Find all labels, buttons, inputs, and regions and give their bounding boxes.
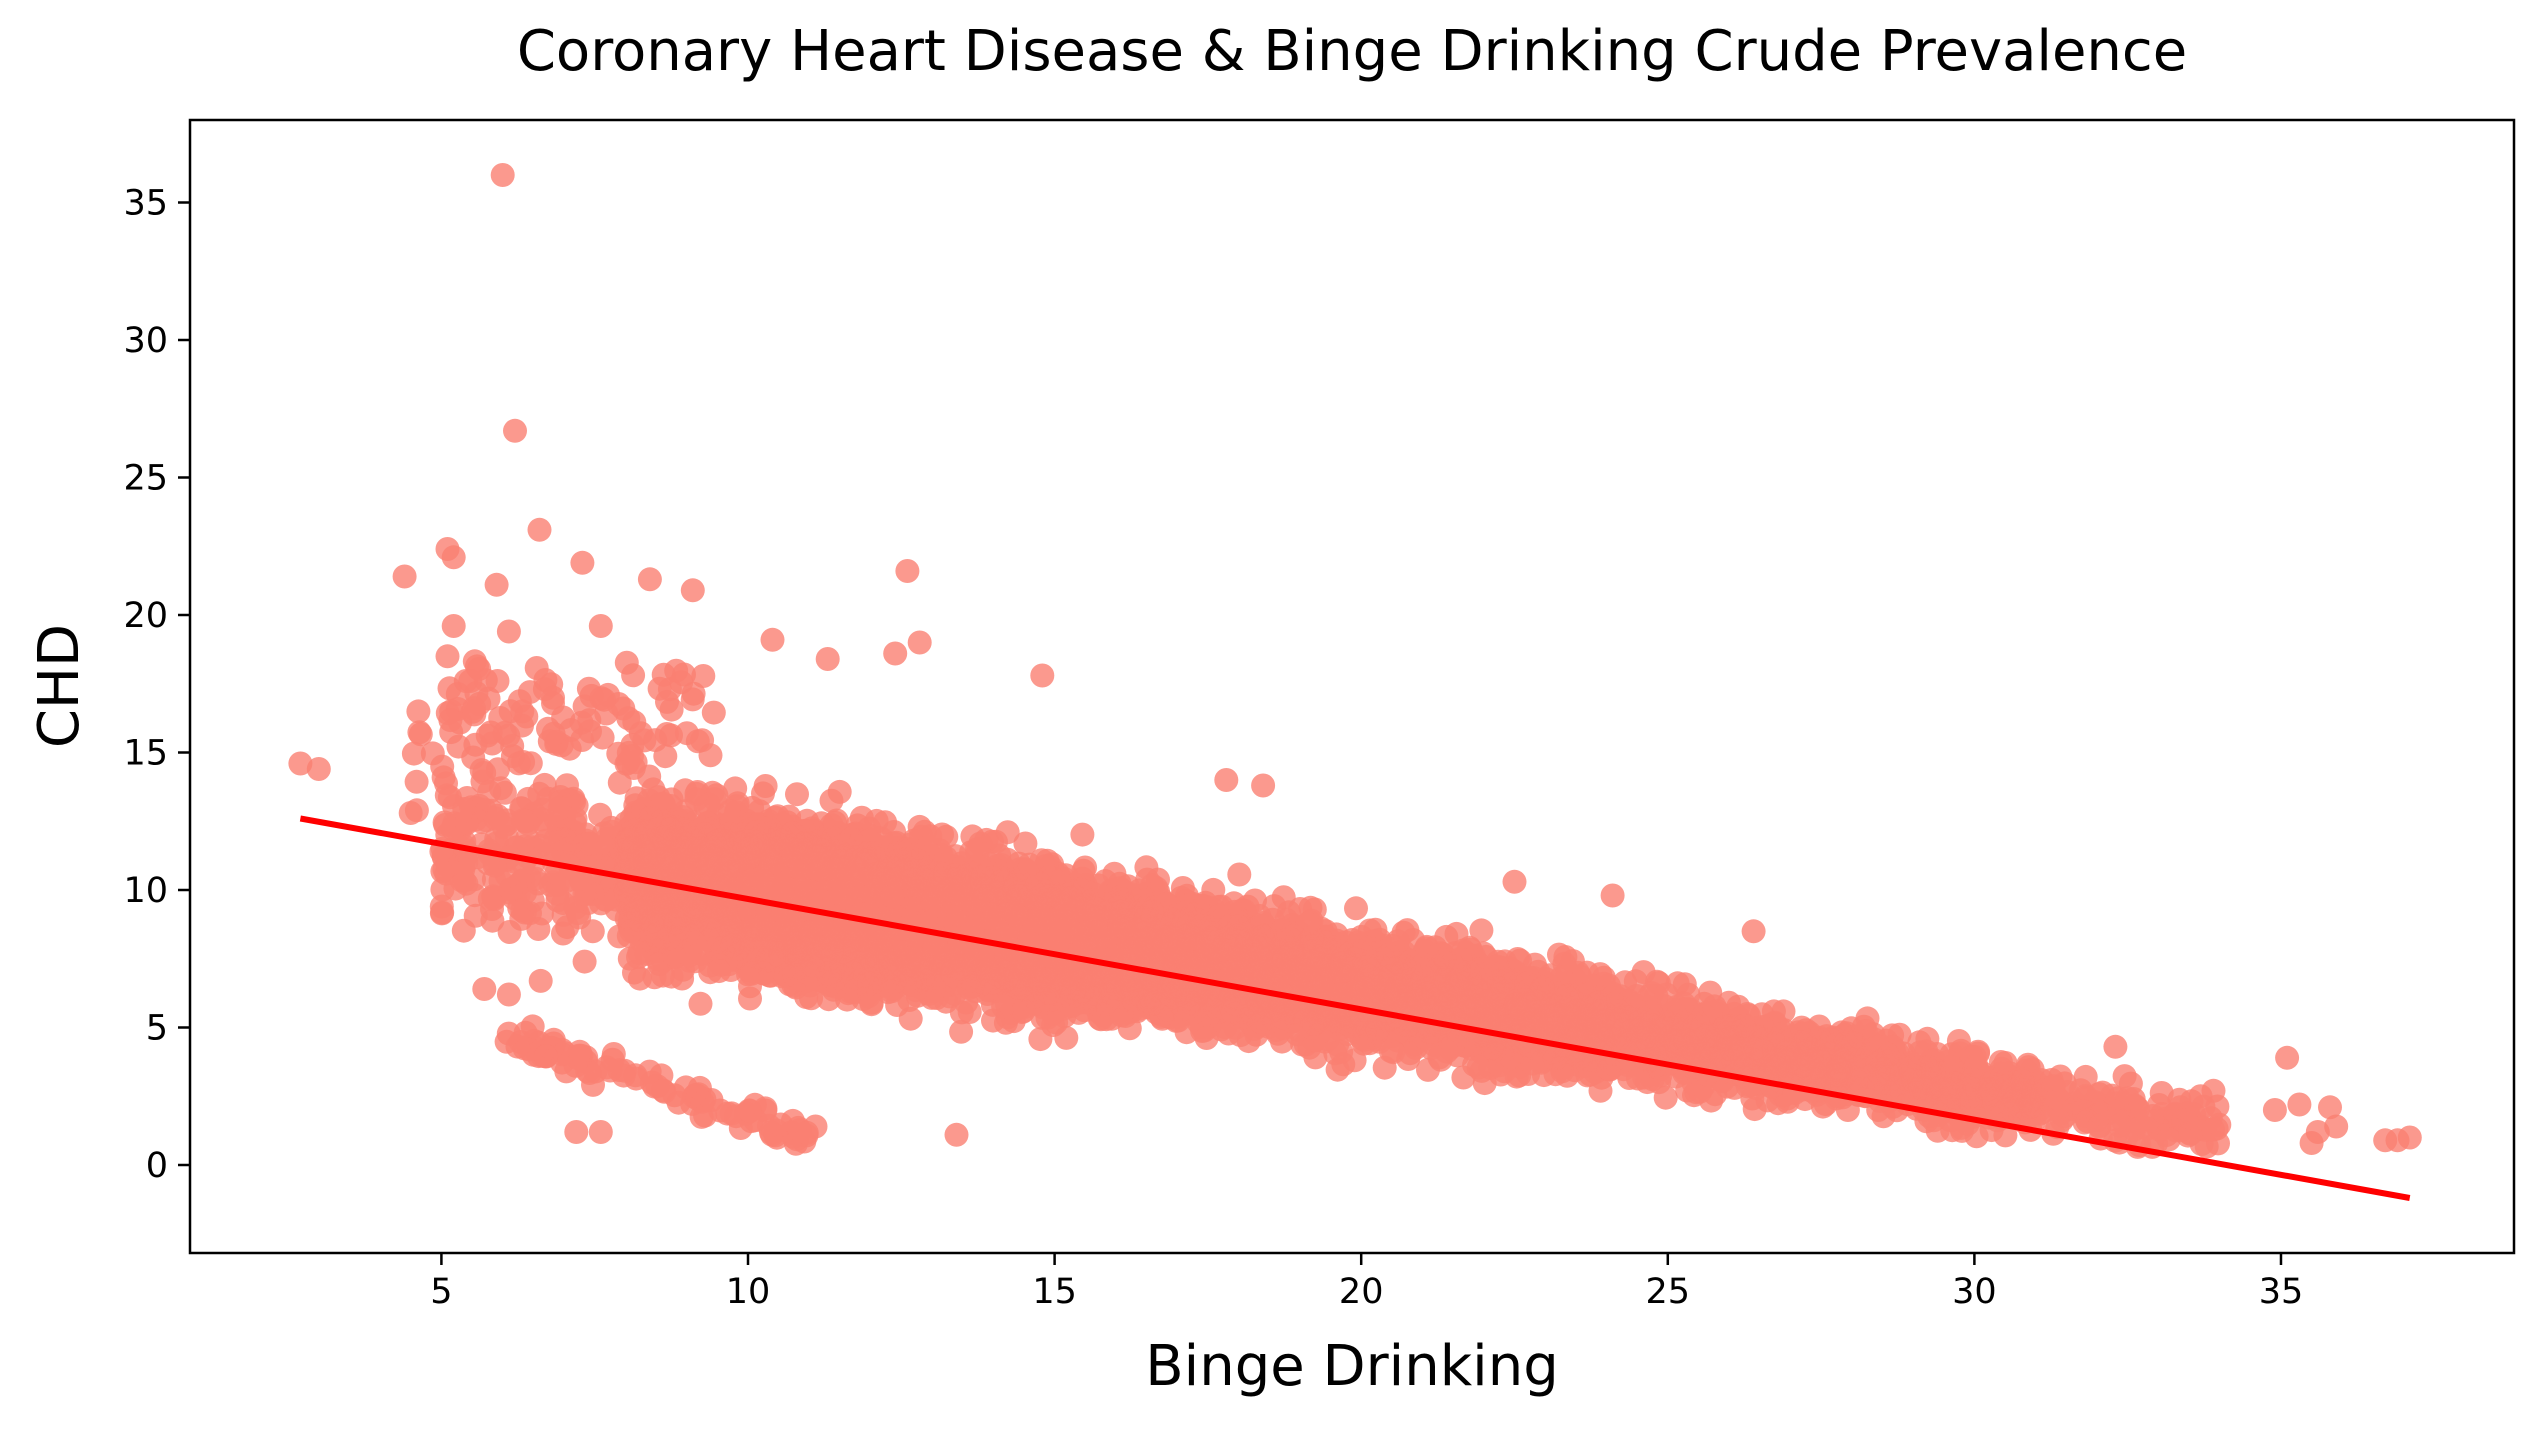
data-point [548, 789, 573, 814]
data-point [680, 822, 705, 847]
data-point [812, 948, 837, 973]
data-point [849, 805, 874, 830]
data-point [559, 830, 584, 855]
data-point [698, 852, 723, 877]
data-point [835, 987, 860, 1012]
data-point [751, 913, 776, 937]
data-point [578, 831, 603, 856]
data-point [514, 809, 539, 834]
data-point [643, 841, 668, 865]
data-point [434, 783, 459, 808]
data-point [723, 776, 748, 801]
data-point [901, 838, 926, 863]
data-point [674, 941, 699, 966]
data-point [841, 961, 866, 986]
data-point [738, 986, 762, 1011]
data-point [481, 884, 506, 909]
data-point [491, 815, 516, 840]
data-point [572, 949, 597, 974]
data-point [707, 959, 731, 984]
data-point [751, 869, 776, 894]
data-point [772, 939, 797, 964]
data-point [1070, 822, 1095, 847]
data-point [670, 966, 695, 991]
data-point [838, 827, 863, 851]
data-point [452, 797, 477, 821]
data-point [463, 903, 488, 928]
data-point [897, 988, 922, 1012]
data-point [808, 857, 833, 882]
data-point [497, 920, 522, 944]
data-point [533, 814, 558, 839]
data-point [528, 968, 553, 993]
data-point [641, 777, 666, 802]
data-point [785, 782, 809, 807]
data-point [753, 774, 778, 798]
data-point [878, 954, 903, 979]
data-point [476, 851, 500, 876]
data-point [615, 847, 640, 871]
data-point [688, 991, 713, 1016]
data-point [430, 900, 455, 925]
data-point [477, 779, 502, 804]
data-point [739, 937, 764, 962]
data-point [479, 798, 504, 823]
data-point [667, 917, 691, 942]
data-point [685, 780, 710, 804]
data-point [526, 917, 551, 941]
data-point [827, 779, 852, 804]
data-point [431, 765, 456, 790]
data-point [432, 810, 457, 835]
data-point [551, 921, 575, 946]
data-point [798, 920, 823, 945]
data-point [639, 909, 664, 934]
data-point [880, 884, 905, 909]
data-point [588, 802, 613, 827]
data-point [765, 827, 790, 851]
chart-title: Coronary Heart Disease & Binge Drinking … [517, 19, 2187, 84]
data-point [642, 965, 667, 990]
data-point [831, 855, 856, 880]
data-point [750, 960, 775, 985]
data-point [627, 804, 652, 828]
